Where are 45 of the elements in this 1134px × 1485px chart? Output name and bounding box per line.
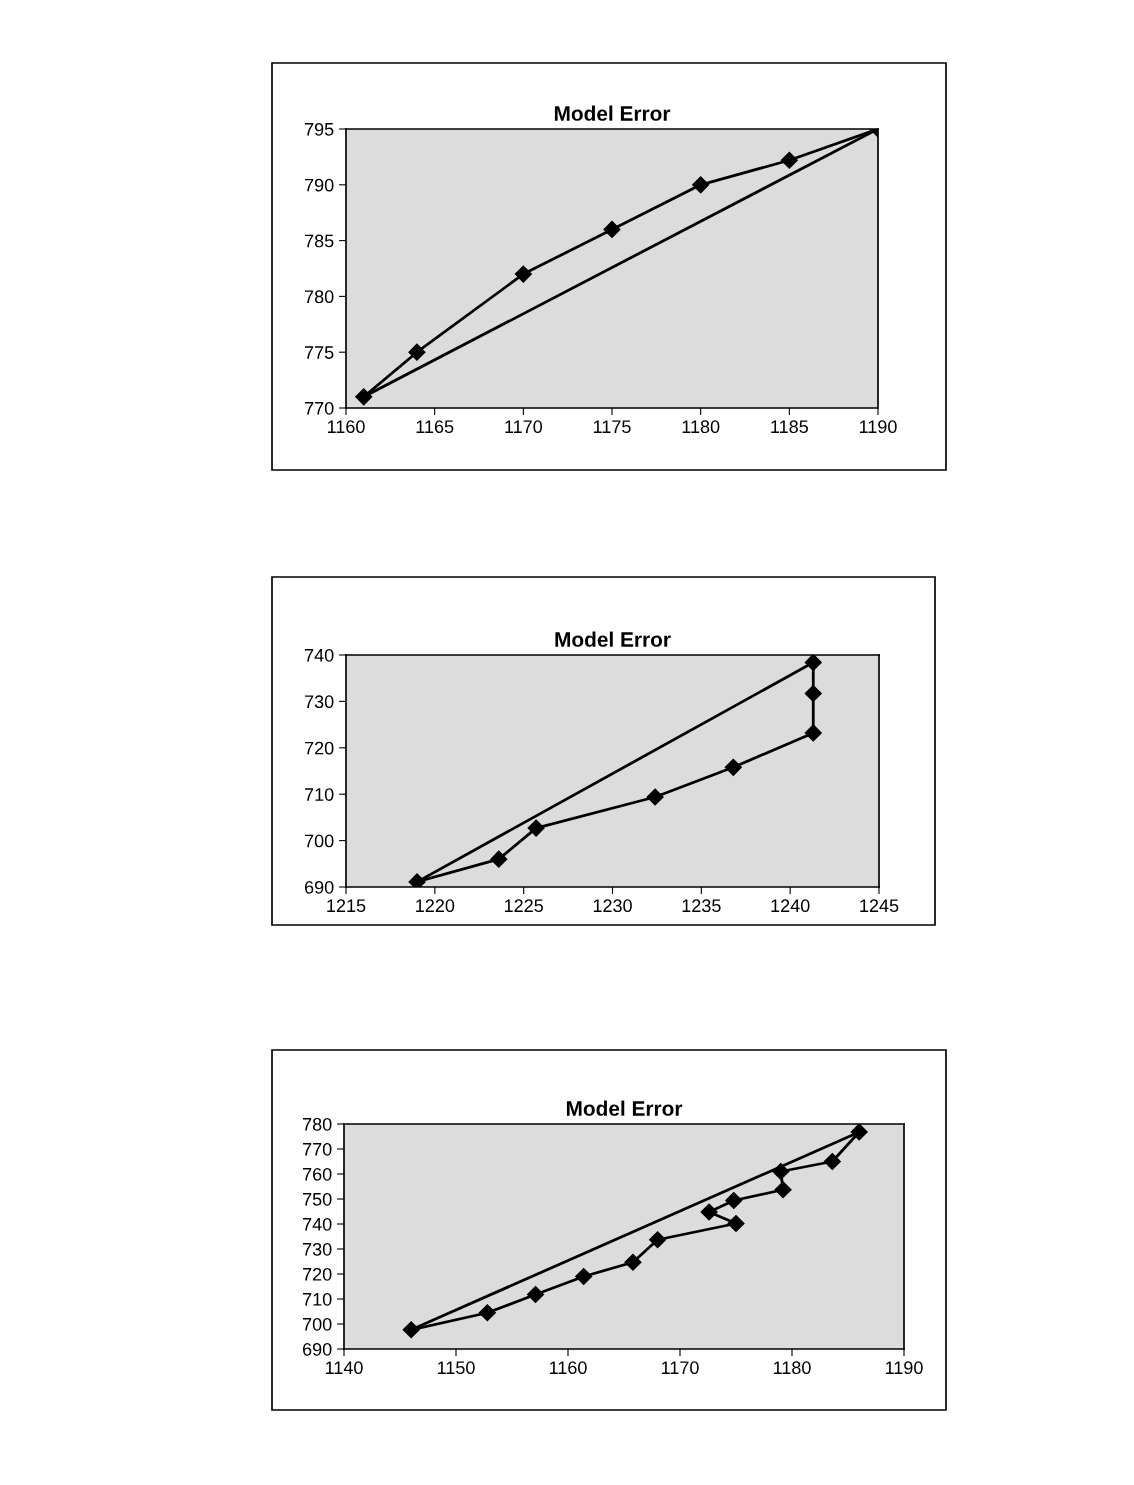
chart-title: Model Error (554, 105, 671, 121)
x-tick-label: 1185 (771, 420, 808, 434)
x-tick-label: 1180 (773, 1361, 811, 1375)
y-tick-label: 760 (303, 1167, 332, 1181)
y-tick-label: 790 (305, 178, 334, 192)
y-tick-label: 690 (304, 880, 334, 894)
x-tick-label: 1190 (885, 1361, 923, 1375)
y-tick-label: 700 (305, 834, 334, 848)
y-tick-label: 750 (303, 1192, 332, 1206)
x-tick-label: 1225 (504, 899, 543, 913)
y-tick-label: 780 (303, 1117, 332, 1131)
x-tick-label: 1190 (859, 420, 897, 434)
y-tick-label: 710 (303, 1292, 332, 1306)
y-tick-label: 795 (305, 122, 334, 136)
y-tick-label: 720 (303, 1267, 332, 1281)
chart-title: Model Error (555, 631, 671, 647)
x-tick-label: 1220 (416, 899, 455, 913)
y-tick-label: 730 (303, 1242, 332, 1256)
y-tick-label: 720 (305, 741, 334, 755)
y-tick-label: 775 (305, 346, 334, 359)
x-tick-label: 1165 (416, 420, 454, 434)
y-tick-label: 740 (305, 648, 334, 662)
x-tick-label: 1235 (682, 899, 721, 913)
x-tick-label: 1215 (327, 899, 366, 913)
x-tick-label: 1140 (325, 1361, 363, 1375)
x-tick-label: 1245 (860, 899, 899, 913)
x-tick-label: 1160 (327, 420, 365, 434)
y-tick-label: 690 (302, 1342, 332, 1356)
y-tick-label: 780 (305, 290, 334, 304)
y-tick-label: 700 (303, 1317, 332, 1331)
x-tick-label: 1160 (549, 1361, 587, 1375)
x-tick-label: 1180 (682, 420, 720, 434)
y-tick-label: 710 (305, 788, 334, 801)
y-tick-label: 730 (305, 695, 334, 709)
x-tick-label: 1175 (593, 420, 631, 434)
x-tick-label: 1170 (505, 420, 543, 434)
x-tick-label: 1150 (437, 1361, 475, 1375)
x-tick-label: 1230 (593, 899, 632, 913)
x-tick-label: 1240 (771, 899, 810, 913)
y-tick-label: 785 (305, 234, 334, 248)
chart-title: Model Error (566, 1100, 683, 1116)
x-tick-label: 1170 (661, 1361, 699, 1375)
y-tick-label: 770 (305, 401, 334, 415)
y-tick-label: 770 (303, 1142, 332, 1156)
y-tick-label: 740 (303, 1217, 332, 1231)
